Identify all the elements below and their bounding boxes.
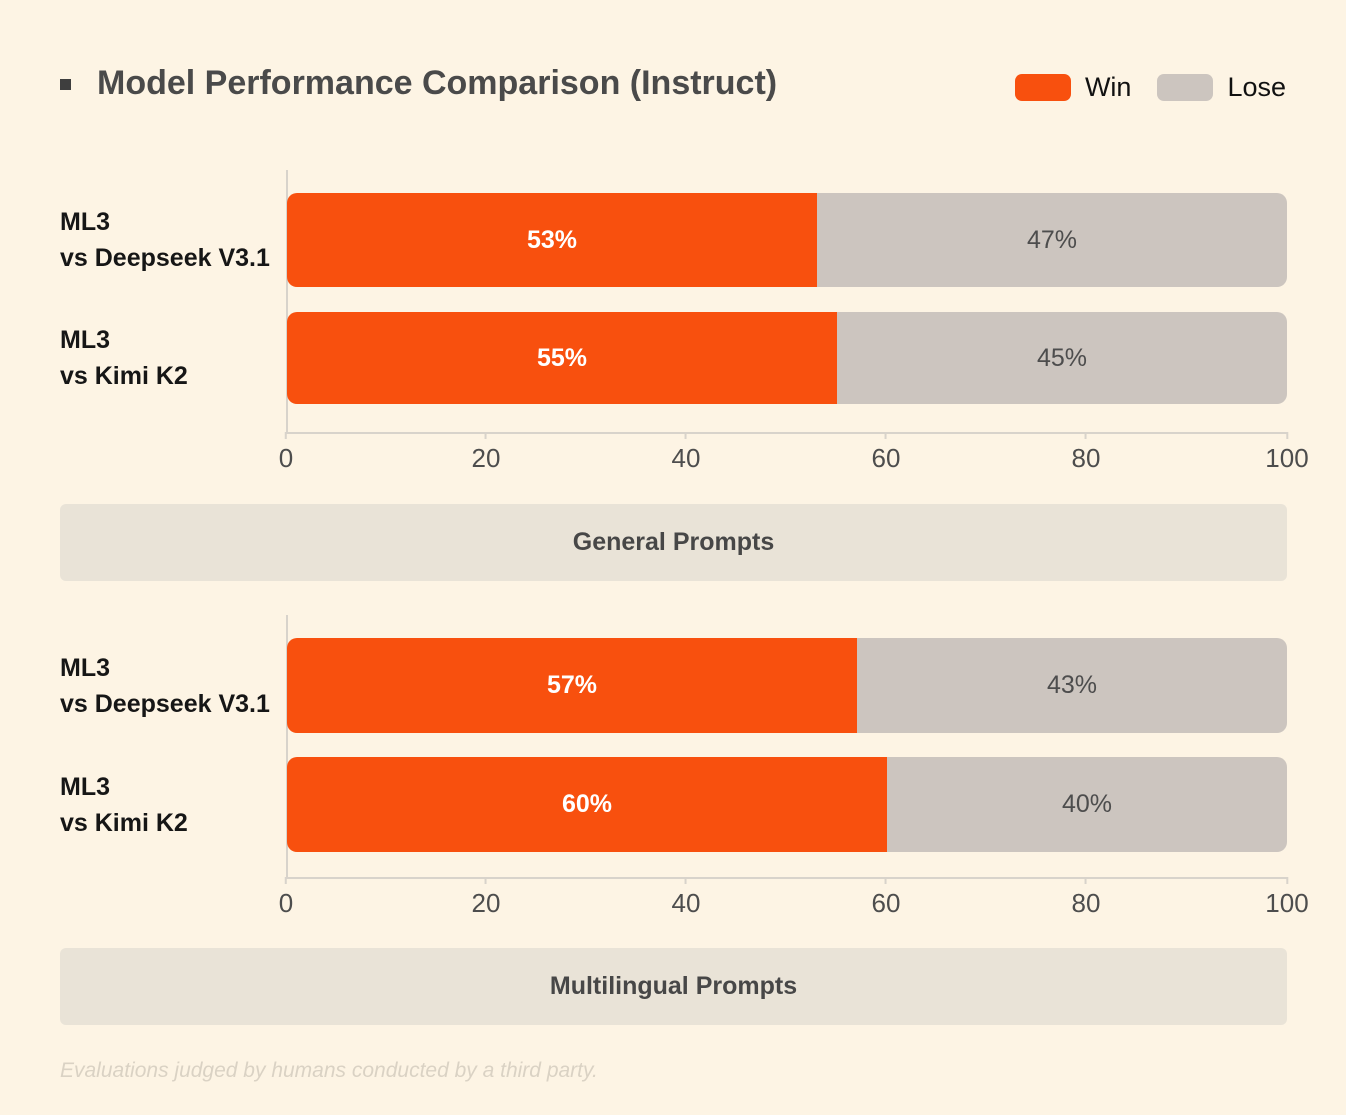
y-axis-line <box>286 615 288 877</box>
bar-segment-lose: 40% <box>887 757 1287 852</box>
x-tick-label: 60 <box>871 443 901 473</box>
bar-value-label-lose: 47% <box>1026 225 1078 254</box>
x-tick: 20 <box>472 877 501 919</box>
section-band-multilingual-prompts: Multilingual Prompts <box>60 948 1287 1025</box>
x-tick: 40 <box>672 432 701 474</box>
category-label: ML3 vs Kimi K2 <box>60 325 188 390</box>
x-tick-label: 0 <box>278 888 294 918</box>
x-tick: 100 <box>1265 877 1308 919</box>
x-tick-label: 80 <box>1071 443 1101 473</box>
category-label: ML3 vs Kimi K2 <box>60 772 188 837</box>
legend-item-win: Win <box>1014 72 1132 103</box>
x-tick-label: 40 <box>671 443 701 473</box>
x-axis-line <box>286 432 1287 434</box>
x-tick-label: 100 <box>1265 888 1309 918</box>
x-tick: 80 <box>1072 877 1101 919</box>
chart-general-prompts: ML3 vs Deepseek V3.1 53% 47% ML3 vs Kimi… <box>0 170 1346 482</box>
bar-segment-lose: 47% <box>817 193 1287 287</box>
x-tick-label: 100 <box>1265 443 1309 473</box>
x-tick-label: 20 <box>471 443 501 473</box>
bar-row-general-deepseek: ML3 vs Deepseek V3.1 53% 47% <box>0 193 1346 287</box>
stacked-bar: 53% 47% <box>287 193 1287 287</box>
bar-value-label-win: 57% <box>546 671 598 699</box>
x-tick-label: 20 <box>471 888 501 918</box>
category-label: ML3 vs Deepseek V3.1 <box>60 653 270 718</box>
x-tick: 60 <box>872 432 901 474</box>
x-tick-label: 60 <box>871 888 901 918</box>
bar-segment-win: 57% <box>287 638 857 733</box>
bar-segment-lose: 45% <box>837 312 1287 404</box>
legend-item-lose: Lose <box>1157 72 1286 103</box>
x-tick: 60 <box>872 877 901 919</box>
stacked-bar: 57% 43% <box>287 638 1287 733</box>
category-label: ML3 vs Deepseek V3.1 <box>60 207 270 272</box>
bar-value-label-lose: 40% <box>1061 790 1113 818</box>
legend-swatch-lose <box>1157 74 1214 101</box>
chart-multilingual-prompts: ML3 vs Deepseek V3.1 57% 43% ML3 vs Kimi… <box>0 615 1346 927</box>
x-tick-label: 0 <box>278 443 294 473</box>
bar-segment-win: 53% <box>287 193 817 287</box>
bar-segment-win: 55% <box>287 312 837 404</box>
section-band-general-prompts: General Prompts <box>60 504 1287 581</box>
x-tick: 0 <box>279 877 293 919</box>
x-tick: 80 <box>1072 432 1101 474</box>
bar-row-general-kimi: ML3 vs Kimi K2 55% 45% <box>0 312 1346 404</box>
x-tick-label: 40 <box>671 888 701 918</box>
section-band-label: Multilingual Prompts <box>549 972 798 1000</box>
section-band-label: General Prompts <box>572 528 775 556</box>
page-title: Model Performance Comparison (Instruct) <box>97 64 778 102</box>
bar-value-label-win: 55% <box>536 343 588 372</box>
x-tick-label: 80 <box>1071 888 1101 918</box>
footer-note: Evaluations judged by humans conducted b… <box>60 1059 598 1082</box>
legend-label-lose: Lose <box>1227 72 1286 102</box>
x-tick: 20 <box>472 432 501 474</box>
bar-value-label-win: 53% <box>526 225 578 254</box>
legend-label-win: Win <box>1084 72 1132 102</box>
title-bullet-icon <box>60 79 71 90</box>
y-axis-line <box>286 170 288 432</box>
bar-segment-win: 60% <box>287 757 887 852</box>
bar-value-label-win: 60% <box>561 790 613 818</box>
legend: Win Lose <box>1014 72 1286 103</box>
bar-value-label-lose: 45% <box>1036 343 1088 372</box>
x-axis-line <box>286 877 1287 879</box>
x-tick: 40 <box>672 877 701 919</box>
bar-row-multilingual-kimi: ML3 vs Kimi K2 60% 40% <box>0 757 1346 852</box>
legend-swatch-win <box>1014 74 1071 101</box>
stacked-bar: 55% 45% <box>287 312 1287 404</box>
x-tick: 100 <box>1265 432 1308 474</box>
bar-row-multilingual-deepseek: ML3 vs Deepseek V3.1 57% 43% <box>0 638 1346 733</box>
stacked-bar: 60% 40% <box>287 757 1287 852</box>
bar-segment-lose: 43% <box>857 638 1287 733</box>
x-tick: 0 <box>279 432 293 474</box>
bar-value-label-lose: 43% <box>1046 671 1098 699</box>
